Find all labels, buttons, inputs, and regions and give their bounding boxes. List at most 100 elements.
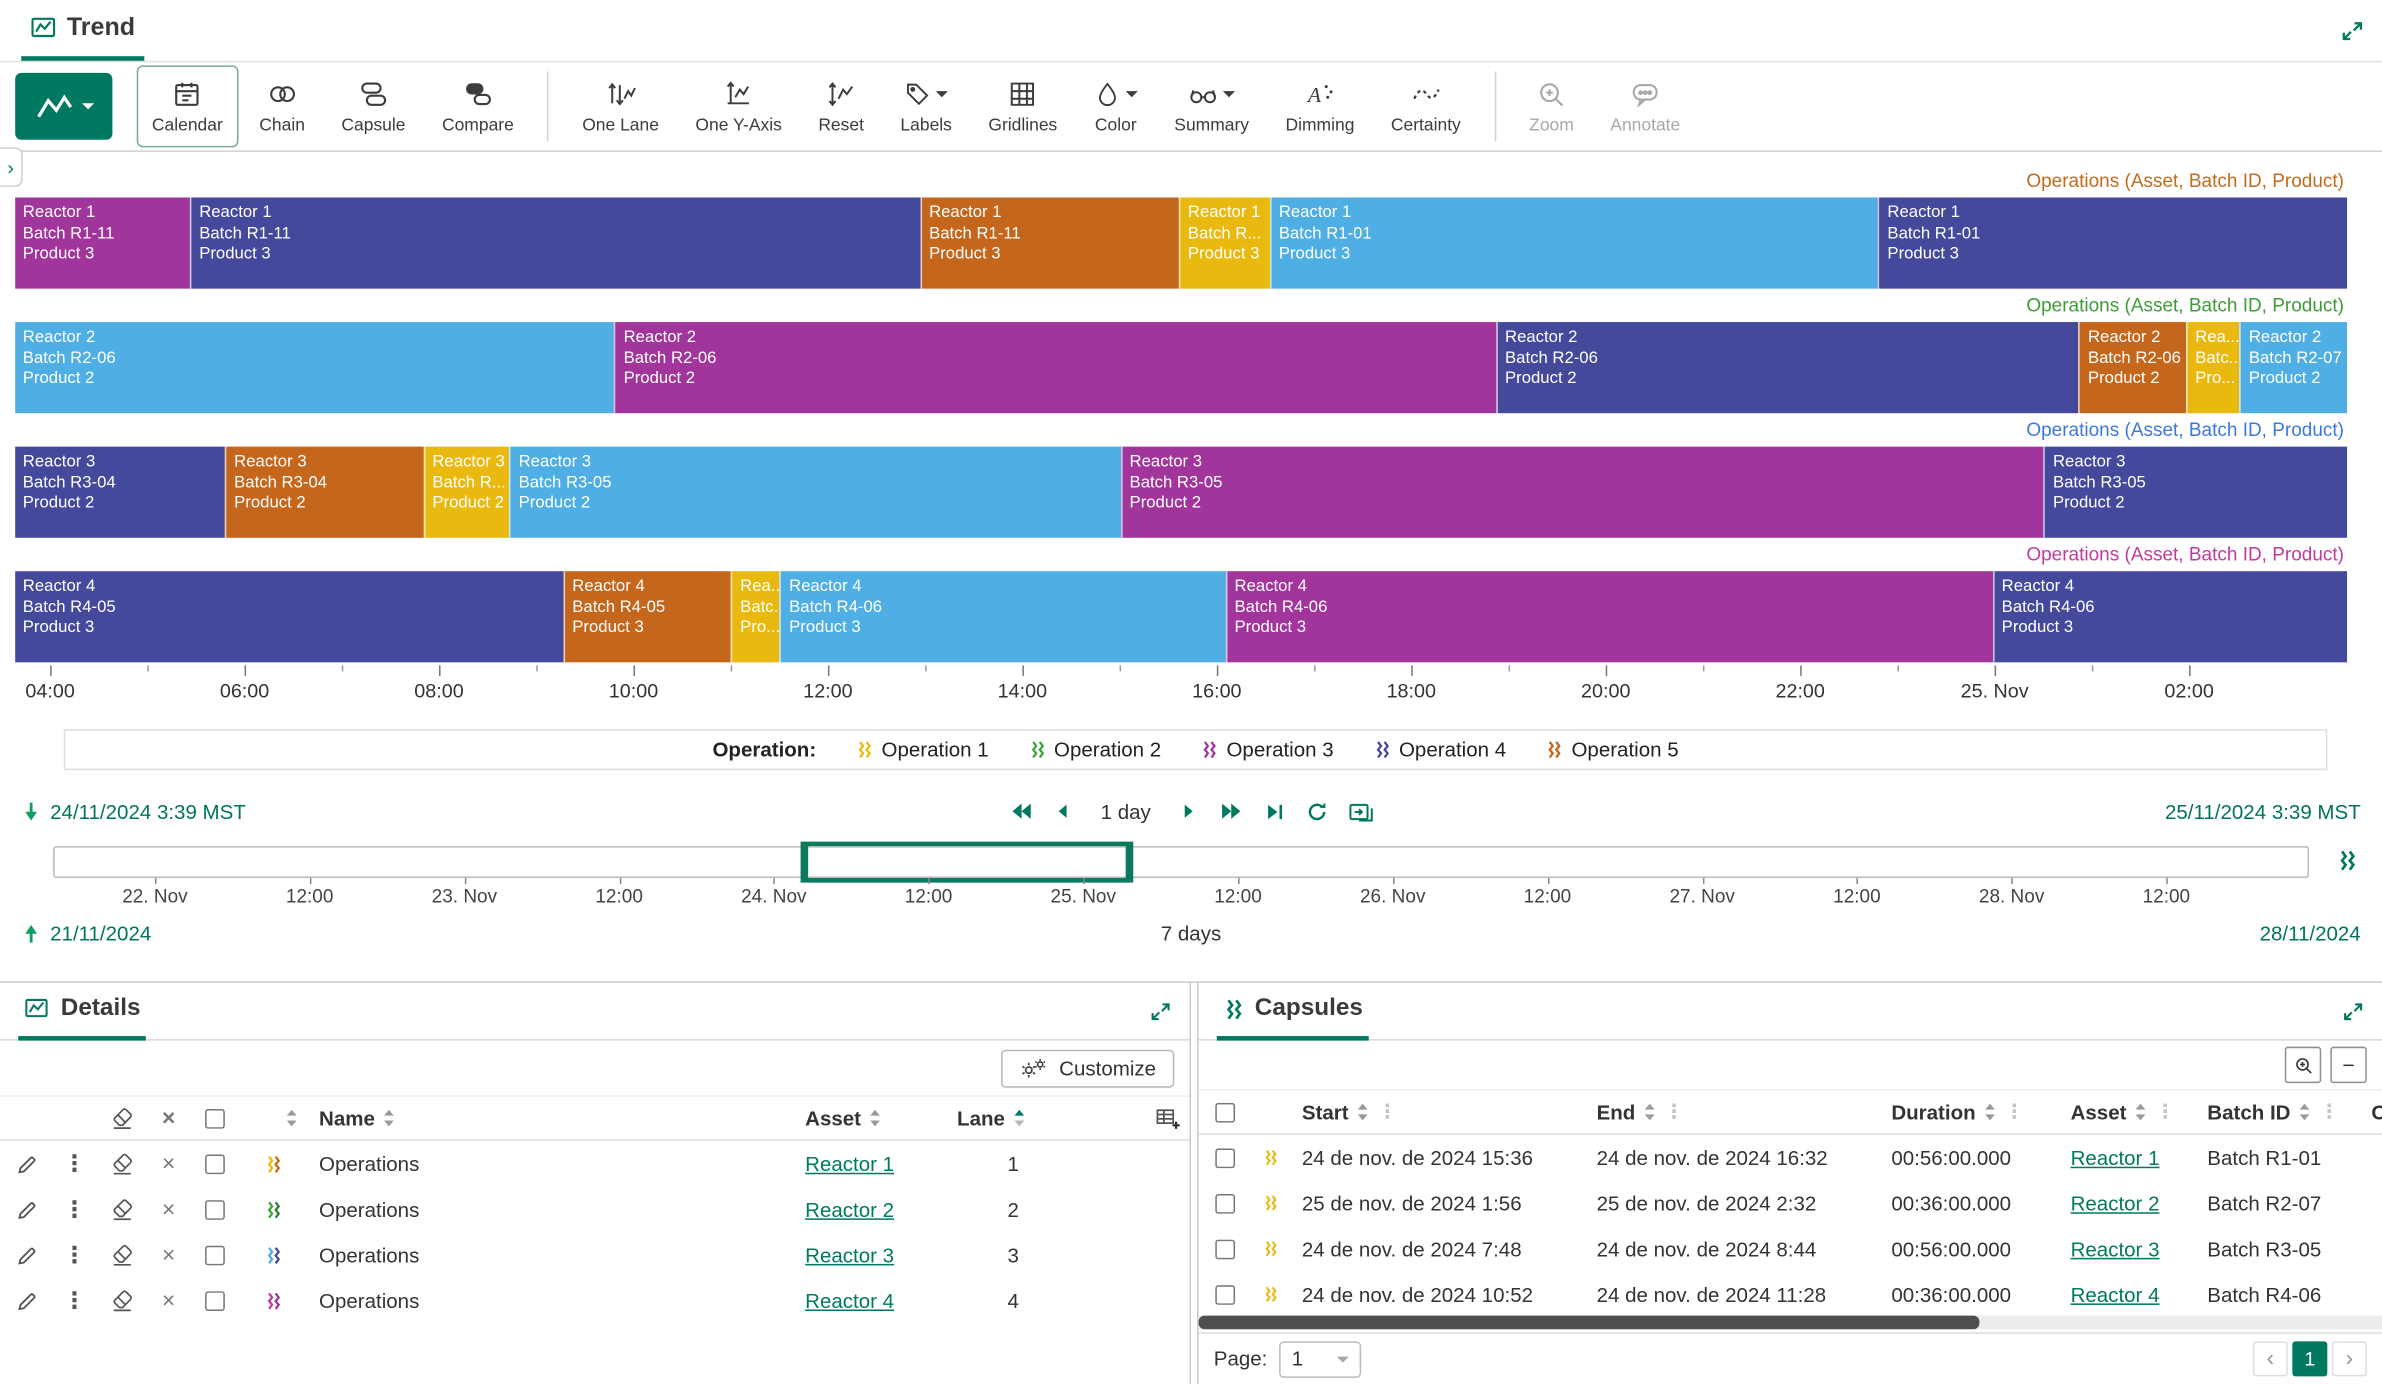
capsule-segment[interactable]: Reactor 4 Batch R4-06 Product 3 <box>780 571 1226 663</box>
edit-pencil-icon[interactable] <box>0 1152 52 1175</box>
expand-capsules-icon[interactable] <box>2342 1000 2363 1021</box>
capsule-segment[interactable]: Reactor 1 Batch R... Product 3 <box>1178 197 1270 289</box>
dimming-button[interactable]: A Dimming <box>1270 65 1369 147</box>
edit-pencil-icon[interactable] <box>0 1198 52 1221</box>
capsule-segment[interactable]: Rea...Batc...Pro... <box>731 571 781 663</box>
capsules-col-batch[interactable]: Batch ID ⋮ <box>2207 1099 2340 1124</box>
add-column-icon[interactable] <box>1082 1105 1190 1131</box>
chain-button[interactable]: Chain <box>244 65 320 147</box>
capsules-col-start[interactable]: Start ⋮ <box>1301 1099 1398 1124</box>
tab-details[interactable]: Details <box>18 982 147 1040</box>
expand-side-panel-icon[interactable]: › <box>0 147 23 187</box>
asset-link[interactable]: Reactor 3 <box>805 1243 895 1267</box>
panel-divider[interactable] <box>1190 982 1199 1384</box>
tab-trend[interactable]: Trend <box>21 0 145 61</box>
sort-icon[interactable] <box>869 1109 881 1127</box>
capsule-segment[interactable]: Reactor 1 Batch R1-11 Product 3 <box>919 197 1179 289</box>
capsule-segment[interactable]: Reactor 3 Batch R3-05 Product 2 <box>509 446 1121 538</box>
horizontal-scrollbar[interactable] <box>1198 1315 2382 1330</box>
edit-pencil-icon[interactable] <box>0 1289 52 1312</box>
remove-icon[interactable]: × <box>161 1241 176 1268</box>
row-checkbox[interactable] <box>191 1244 237 1265</box>
eraser-icon[interactable] <box>97 1152 146 1175</box>
details-col-lane[interactable]: Lane <box>945 1107 1082 1129</box>
row-menu-icon[interactable]: ⋮ <box>63 1242 86 1269</box>
capsule-segment[interactable]: Reactor 4 Batch R4-06 Product 3 <box>1225 571 1993 663</box>
sort-type-column[interactable] <box>237 1109 307 1127</box>
capsule-segment[interactable]: Reactor 1 Batch R1-01 Product 3 <box>1269 197 1879 289</box>
row-checkbox[interactable] <box>191 1290 237 1311</box>
certainty-button[interactable]: Certainty <box>1376 65 1476 147</box>
step-back-fast-icon[interactable] <box>1008 799 1032 823</box>
compare-button[interactable]: Compare <box>427 65 529 147</box>
customize-button[interactable]: Customize <box>1001 1048 1175 1087</box>
capsule-segment[interactable]: Reactor 3 Batch R3-05 Product 2 <box>1120 446 2044 538</box>
legend-item[interactable]: Operation 3 <box>1201 738 1334 761</box>
eraser-all-icon[interactable] <box>97 1107 146 1130</box>
step-back-icon[interactable] <box>1052 801 1073 822</box>
zoom-to-capsule-button[interactable] <box>2284 1046 2322 1084</box>
scrubber-condition-icon[interactable] <box>2336 849 2356 872</box>
step-forward-icon[interactable] <box>1178 801 1199 822</box>
expand-details-icon[interactable] <box>1150 1000 1171 1021</box>
gridlines-button[interactable]: Gridlines <box>973 65 1072 147</box>
capsule-checkbox[interactable] <box>1199 1284 1251 1305</box>
eraser-icon[interactable] <box>97 1198 146 1221</box>
step-forward-fast-icon[interactable] <box>1219 799 1243 823</box>
page-prev-button[interactable]: ‹ <box>2252 1341 2288 1377</box>
capsule-asset-link[interactable]: Reactor 2 <box>2070 1191 2160 1215</box>
legend-item[interactable]: Operation 5 <box>1546 738 1679 761</box>
collapse-columns-button[interactable]: − <box>2330 1046 2367 1084</box>
zoom-button[interactable]: Zoom <box>1514 65 1589 147</box>
details-col-asset[interactable]: Asset <box>793 1107 945 1129</box>
asset-link[interactable]: Reactor 2 <box>805 1197 895 1221</box>
capsule-checkbox[interactable] <box>1199 1147 1251 1168</box>
column-menu-icon[interactable]: ⋮ <box>1664 1099 1684 1123</box>
capsule-segment[interactable]: Reactor 4 Batch R4-05 Product 3 <box>15 571 564 663</box>
capsule-segment[interactable]: Reactor 2 Batch R2-06 Product 2 <box>1495 322 2079 414</box>
sort-icon[interactable] <box>2134 1103 2146 1121</box>
scrollbar-thumb[interactable] <box>1198 1315 1980 1330</box>
sort-icon[interactable] <box>1983 1103 1995 1121</box>
capsule-asset-link[interactable]: Reactor 3 <box>2070 1237 2160 1261</box>
reset-button[interactable]: Reset <box>803 65 879 147</box>
details-col-name[interactable]: Name <box>307 1107 793 1129</box>
capsules-col-duration[interactable]: Duration ⋮ <box>1891 1099 2025 1124</box>
sort-icon[interactable] <box>1643 1103 1655 1121</box>
remove-all-icon[interactable]: × <box>161 1105 176 1131</box>
sort-icon[interactable] <box>2298 1103 2310 1121</box>
capsule-button[interactable]: Capsule <box>326 65 420 147</box>
row-checkbox[interactable] <box>191 1153 237 1174</box>
asset-link[interactable]: Reactor 4 <box>805 1288 895 1312</box>
scrubber-track[interactable] <box>53 841 2310 883</box>
capsules-col-end[interactable]: End ⋮ <box>1596 1099 1684 1124</box>
capsule-segment[interactable]: Reactor 3 Batch R3-04 Product 2 <box>15 446 226 538</box>
capsules-col-asset[interactable]: Asset ⋮ <box>2070 1099 2176 1124</box>
sort-icon[interactable] <box>1013 1109 1025 1127</box>
column-menu-icon[interactable]: ⋮ <box>2155 1099 2176 1123</box>
annotate-button[interactable]: Annotate <box>1595 65 1695 147</box>
capsule-segment[interactable]: Reactor 2 Batch R2-07 Product 2 <box>2239 322 2348 414</box>
row-menu-icon[interactable]: ⋮ <box>63 1288 86 1315</box>
one-lane-button[interactable]: One Lane <box>567 65 674 147</box>
capsule-checkbox[interactable] <box>1199 1238 1251 1259</box>
remove-icon[interactable]: × <box>161 1196 176 1223</box>
sort-icon[interactable] <box>1356 1103 1368 1121</box>
page-next-button[interactable]: › <box>2331 1341 2367 1377</box>
legend-item[interactable]: Operation 2 <box>1028 738 1161 761</box>
remove-icon[interactable]: × <box>161 1150 176 1177</box>
page-select[interactable]: 1 <box>1279 1340 1362 1378</box>
scrubber-selection[interactable] <box>800 841 1134 883</box>
row-menu-icon[interactable]: ⋮ <box>63 1197 86 1223</box>
copy-range-icon[interactable] <box>1348 800 1374 823</box>
column-menu-icon[interactable]: ⋮ <box>1377 1099 1398 1123</box>
capsule-segment[interactable]: Reactor 4 Batch R4-06 Product 3 <box>1992 571 2347 663</box>
edit-pencil-icon[interactable] <box>0 1243 52 1266</box>
capsule-asset-link[interactable]: Reactor 4 <box>2070 1282 2160 1306</box>
capsule-segment[interactable]: Reactor 1 Batch R1-11 Product 3 <box>15 197 191 289</box>
capsule-checkbox[interactable] <box>1199 1193 1251 1214</box>
legend-item[interactable]: Operation 1 <box>856 738 989 761</box>
step-to-end-icon[interactable] <box>1263 800 1286 823</box>
expand-trend-icon[interactable] <box>2341 19 2364 42</box>
capsule-segment[interactable]: Reactor 3 Batch R... Product 2 <box>423 446 510 538</box>
